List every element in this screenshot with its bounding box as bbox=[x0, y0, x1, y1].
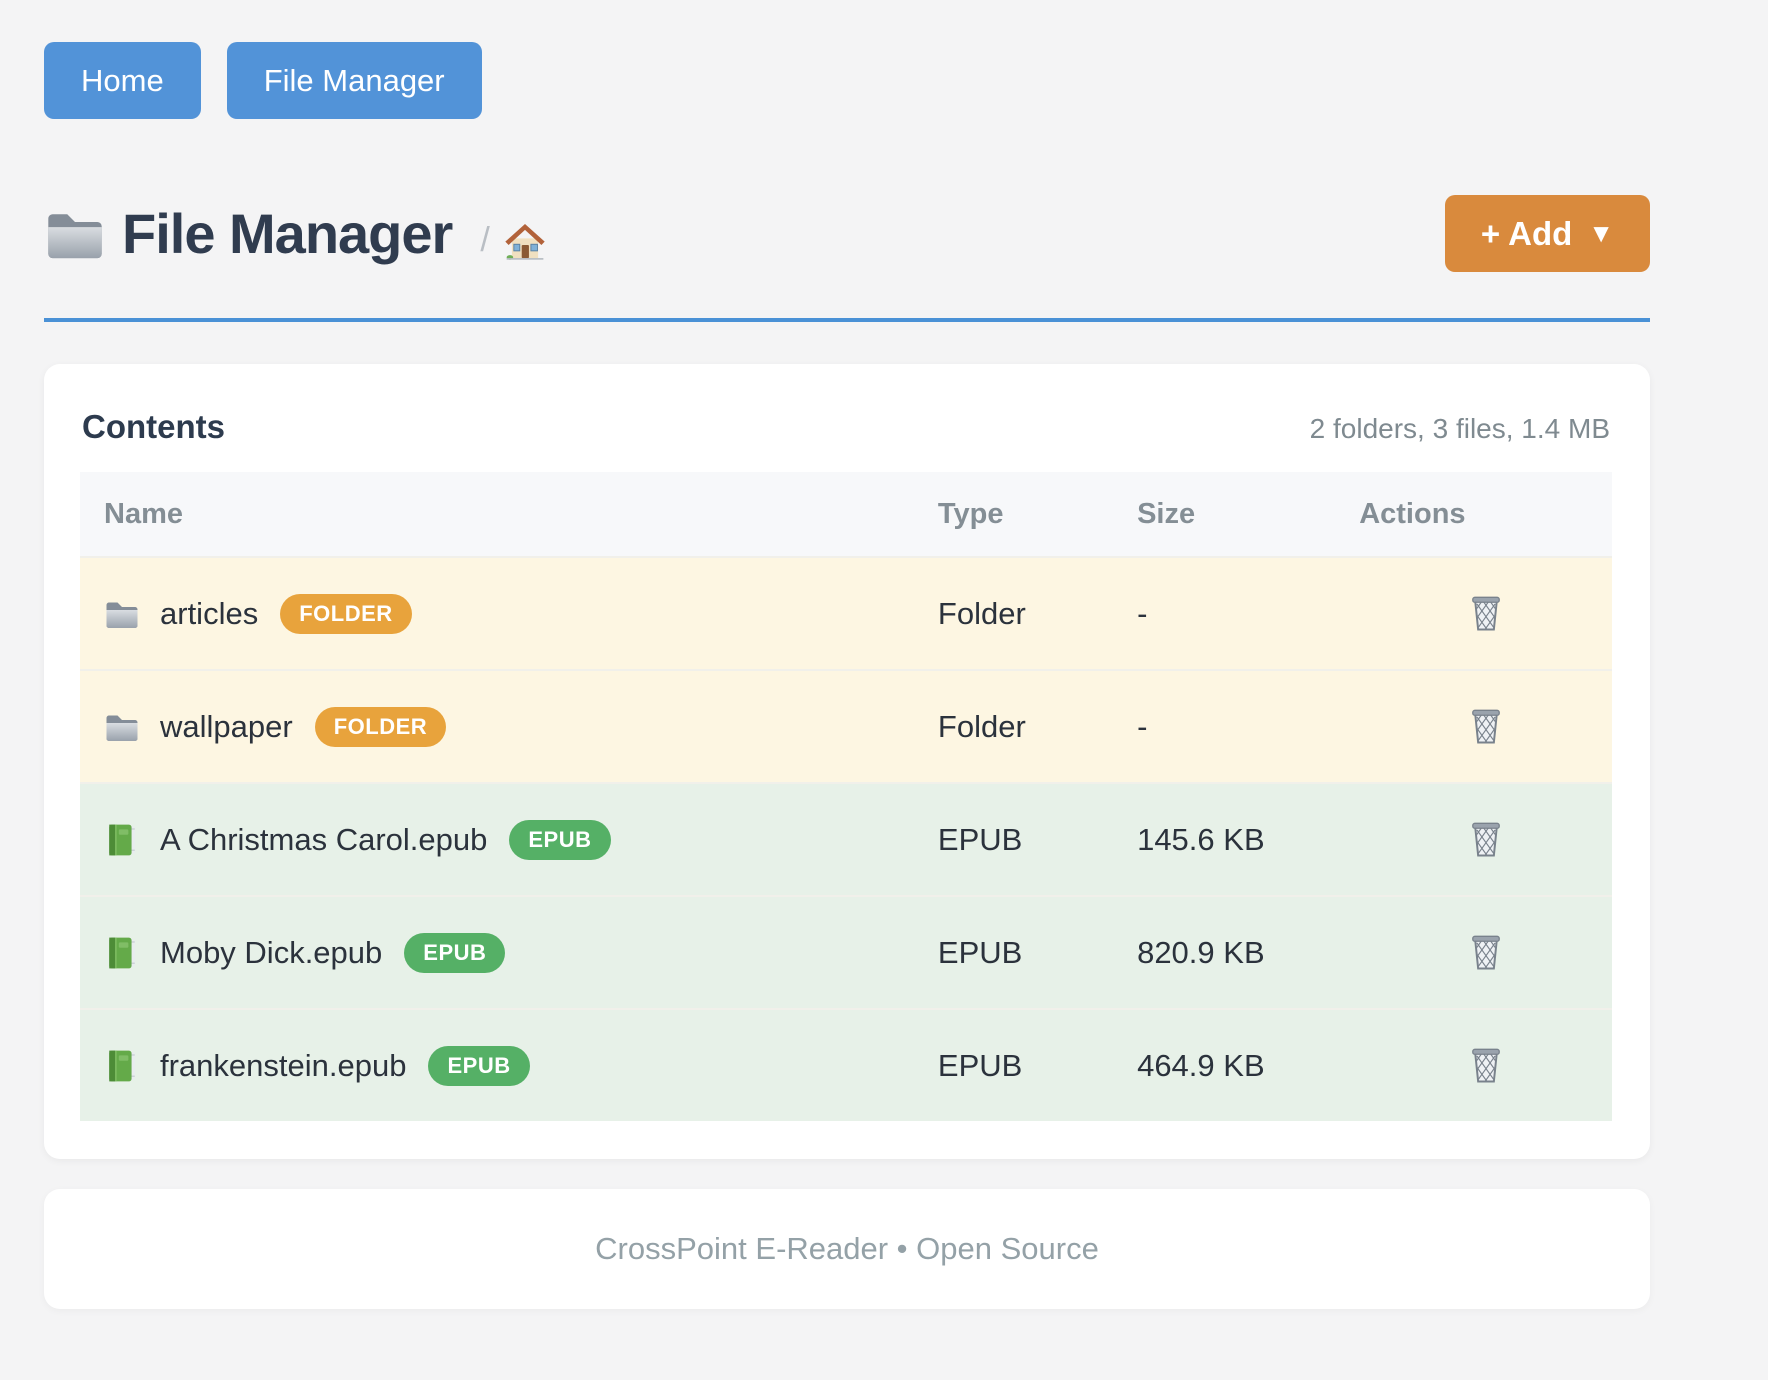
column-header-type: Type bbox=[937, 472, 1138, 556]
page-title: File Manager bbox=[122, 202, 453, 265]
size-cell: 464.9 KB bbox=[1137, 1008, 1360, 1121]
trash-icon bbox=[1469, 707, 1503, 745]
table-body: articles FOLDER Folder - wallpaper FOLDE… bbox=[80, 556, 1612, 1121]
file-name-link[interactable]: Moby Dick.epub bbox=[160, 934, 383, 970]
folder-icon bbox=[44, 206, 106, 262]
trash-icon bbox=[1469, 820, 1503, 858]
delete-button[interactable] bbox=[1463, 588, 1509, 638]
breadcrumb: / bbox=[480, 220, 545, 262]
breadcrumb-separator: / bbox=[480, 221, 490, 259]
type-badge: EPUB bbox=[428, 1045, 530, 1086]
type-cell: EPUB bbox=[937, 782, 1138, 895]
column-header-size: Size bbox=[1137, 472, 1360, 556]
contents-heading: Contents bbox=[82, 408, 225, 445]
title-divider bbox=[44, 318, 1650, 322]
type-badge: FOLDER bbox=[314, 706, 447, 747]
file-name-link[interactable]: wallpaper bbox=[160, 708, 293, 744]
nav-home-button[interactable]: Home bbox=[44, 42, 201, 119]
size-cell: - bbox=[1137, 669, 1360, 782]
type-badge: EPUB bbox=[509, 819, 611, 860]
delete-button[interactable] bbox=[1463, 927, 1509, 977]
add-button[interactable]: + Add ▼ bbox=[1444, 195, 1650, 272]
footer-text: CrossPoint E-Reader • Open Source bbox=[595, 1231, 1099, 1266]
type-cell: Folder bbox=[937, 556, 1138, 669]
file-type-icon bbox=[104, 597, 140, 631]
nav-file-manager-button[interactable]: File Manager bbox=[226, 42, 482, 119]
file-name-link[interactable]: articles bbox=[160, 595, 259, 631]
footer: CrossPoint E-Reader • Open Source bbox=[44, 1189, 1650, 1309]
delete-button[interactable] bbox=[1463, 1040, 1509, 1090]
table-row: wallpaper FOLDER Folder - bbox=[80, 669, 1612, 782]
table-row: articles FOLDER Folder - bbox=[80, 556, 1612, 669]
home-icon[interactable] bbox=[504, 220, 546, 262]
contents-summary: 2 folders, 3 files, 1.4 MB bbox=[1309, 413, 1610, 444]
file-type-icon bbox=[104, 710, 140, 744]
table-row: A Christmas Carol.epub EPUB EPUB 145.6 K… bbox=[80, 782, 1612, 895]
files-table: Name Type Size Actions articles FOLDER F… bbox=[80, 472, 1612, 1121]
file-type-icon bbox=[104, 1049, 140, 1083]
file-type-icon bbox=[104, 823, 140, 857]
column-header-name: Name bbox=[80, 472, 938, 556]
column-header-actions: Actions bbox=[1359, 472, 1612, 556]
table-row: frankenstein.epub EPUB EPUB 464.9 KB bbox=[80, 1008, 1612, 1121]
type-cell: EPUB bbox=[937, 1008, 1138, 1121]
contents-card: Contents 2 folders, 3 files, 1.4 MB Name… bbox=[44, 364, 1650, 1159]
title-row: File Manager / + Add ▼ bbox=[44, 195, 1650, 272]
trash-icon bbox=[1469, 1046, 1503, 1084]
size-cell: 820.9 KB bbox=[1137, 895, 1360, 1008]
file-name-link[interactable]: A Christmas Carol.epub bbox=[160, 821, 488, 857]
file-name-link[interactable]: frankenstein.epub bbox=[160, 1047, 407, 1083]
page-container: Home File Manager File Manager / + Add ▼… bbox=[44, 0, 1650, 1309]
caret-down-icon: ▼ bbox=[1588, 218, 1614, 248]
type-badge: FOLDER bbox=[280, 593, 412, 634]
delete-button[interactable] bbox=[1463, 701, 1509, 751]
type-badge: EPUB bbox=[404, 932, 506, 973]
size-cell: - bbox=[1137, 556, 1360, 669]
type-cell: EPUB bbox=[937, 895, 1138, 1008]
type-cell: Folder bbox=[937, 669, 1138, 782]
file-type-icon bbox=[104, 936, 140, 970]
trash-icon bbox=[1469, 594, 1503, 632]
size-cell: 145.6 KB bbox=[1137, 782, 1360, 895]
delete-button[interactable] bbox=[1463, 814, 1509, 864]
table-header-row: Name Type Size Actions bbox=[80, 472, 1612, 556]
trash-icon bbox=[1469, 933, 1503, 971]
top-nav: Home File Manager bbox=[44, 0, 1650, 119]
table-row: Moby Dick.epub EPUB EPUB 820.9 KB bbox=[80, 895, 1612, 1008]
add-button-label: + Add bbox=[1480, 214, 1573, 252]
